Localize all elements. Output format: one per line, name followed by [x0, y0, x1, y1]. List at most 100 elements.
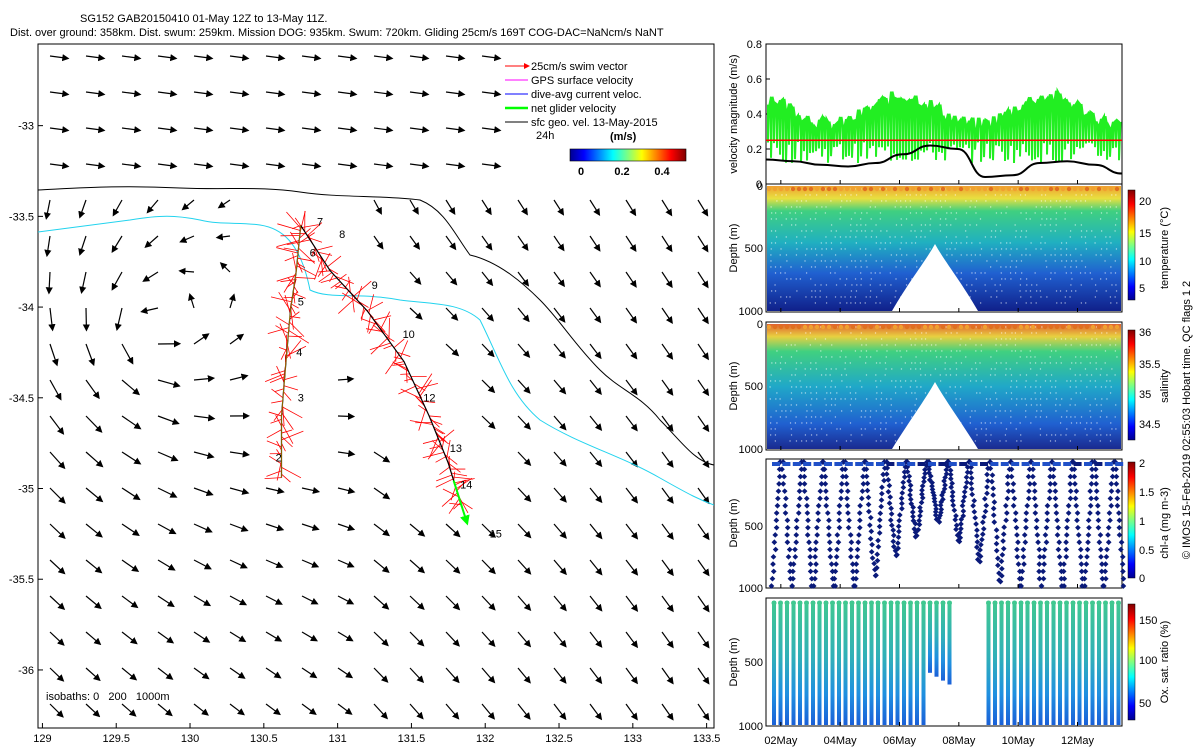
profile-dot	[1099, 416, 1102, 418]
profile-dot	[844, 284, 847, 286]
profile-dot	[1060, 332, 1062, 334]
surface-dot	[1078, 324, 1084, 330]
profile-dot	[996, 200, 998, 202]
chla-point	[890, 527, 897, 533]
quiver-arrow	[661, 271, 673, 289]
profile-dot	[1086, 422, 1088, 424]
profile-dot	[1089, 272, 1092, 274]
profile-dot	[1019, 194, 1022, 196]
swim-vector	[418, 373, 433, 394]
profile-dot	[915, 416, 917, 418]
profile-dot	[980, 350, 982, 352]
oxygen-surface-point	[784, 600, 790, 606]
chla-point	[817, 495, 823, 502]
profile-dot	[995, 344, 997, 346]
profile-dot	[950, 434, 952, 436]
chla-point	[917, 513, 923, 519]
quiver-arrow	[85, 703, 101, 718]
profile-dot	[855, 266, 857, 268]
profile-dot	[1006, 206, 1008, 208]
quiver-arrow	[121, 595, 139, 609]
profile-dot	[884, 284, 886, 286]
profile-dot	[840, 242, 842, 244]
chla-point	[971, 508, 978, 515]
profile-dot	[810, 266, 813, 268]
quiver-arrow	[85, 523, 103, 538]
surface-dot	[1102, 186, 1108, 192]
profile-dot	[896, 410, 898, 412]
profile-dot	[790, 398, 793, 400]
quiver-arrow	[625, 559, 639, 576]
chla-point	[1087, 502, 1094, 509]
profile-dot	[845, 278, 848, 280]
quiver-arrow	[661, 307, 673, 324]
profile-dot	[1041, 194, 1043, 196]
swim-vector	[290, 308, 294, 330]
quiver-arrow	[553, 379, 567, 395]
profile-dot	[1014, 200, 1016, 202]
quiver-arrow	[409, 162, 430, 170]
profile-dot	[995, 350, 998, 352]
quiver-arrow	[697, 343, 709, 361]
profile-dot	[985, 404, 988, 406]
profile-dot	[915, 212, 917, 214]
chla-surface-point	[1052, 462, 1061, 466]
chla-point	[909, 509, 916, 515]
profile-dot	[1049, 440, 1052, 442]
chla-point	[836, 510, 843, 516]
profile-dot	[849, 392, 852, 394]
profile-dot	[1049, 278, 1052, 280]
profile-dot	[860, 218, 862, 220]
surface-dot	[856, 324, 862, 330]
surface-dot	[1012, 324, 1018, 330]
profile-dot	[1045, 332, 1048, 334]
chla-point	[807, 553, 813, 560]
oxygen-surface-point	[901, 600, 907, 606]
profile-dot	[925, 302, 927, 304]
profile-dot	[921, 260, 923, 262]
profile-dot	[1035, 248, 1037, 250]
chla-point	[847, 532, 854, 538]
chla-point	[932, 509, 939, 515]
quiver-arrow	[409, 235, 421, 250]
chla-point	[869, 555, 876, 561]
chla-point	[829, 568, 836, 575]
profile-dot	[1111, 194, 1113, 196]
profile-dot	[875, 380, 877, 382]
profile-dot	[994, 422, 996, 424]
profile-dot	[850, 440, 852, 442]
profile-dot	[925, 350, 927, 352]
chla-point	[1063, 546, 1070, 553]
profile-dot	[769, 422, 772, 424]
profile-dot	[794, 224, 797, 226]
quiver-arrow	[121, 667, 138, 681]
profile-dot	[1030, 386, 1032, 388]
map-xtick-label: 131.5	[398, 733, 426, 745]
quiver-arrow	[445, 307, 459, 321]
profile-dot	[1029, 218, 1031, 220]
profile-dot	[1045, 416, 1048, 418]
swim-vector	[284, 255, 298, 262]
profile-dot	[1094, 284, 1097, 286]
profile-dot	[1110, 272, 1112, 274]
profile-dot	[991, 248, 993, 250]
profile-dot	[825, 368, 828, 370]
quiver-arrow	[553, 343, 566, 359]
quiver-arrow	[661, 343, 674, 360]
profile-dot	[946, 254, 948, 256]
profile-dot	[925, 248, 927, 250]
chla-point	[953, 522, 960, 529]
chla-point	[949, 497, 956, 504]
quiver-arrow	[517, 235, 529, 252]
profile-dot	[844, 368, 846, 370]
quiver-arrow	[157, 126, 178, 134]
profile-dot	[784, 242, 787, 244]
chla-point	[1065, 502, 1072, 509]
profile-dot	[941, 296, 943, 298]
profile-dot	[855, 338, 857, 340]
day-label-8: 8	[339, 229, 345, 241]
profile-dot	[820, 242, 822, 244]
profile-dot	[910, 230, 912, 232]
surface-dot	[1042, 186, 1048, 192]
